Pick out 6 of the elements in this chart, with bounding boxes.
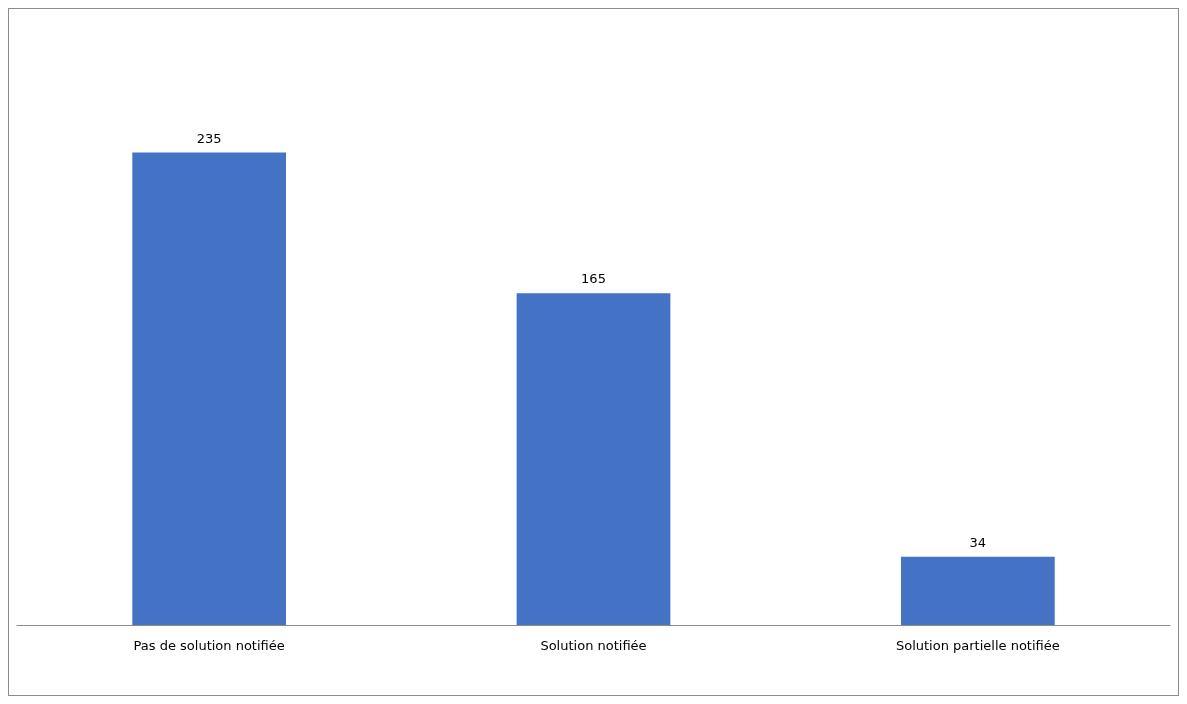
x-tick-label: Pas de solution notifiée	[133, 638, 285, 653]
x-tick-label: Solution partielle notifiée	[895, 638, 1060, 653]
data-label: 235	[196, 130, 222, 146]
x-tick-label: Solution notifiée	[540, 638, 647, 653]
data-label: 34	[969, 534, 987, 550]
data-label: 165	[581, 271, 606, 287]
